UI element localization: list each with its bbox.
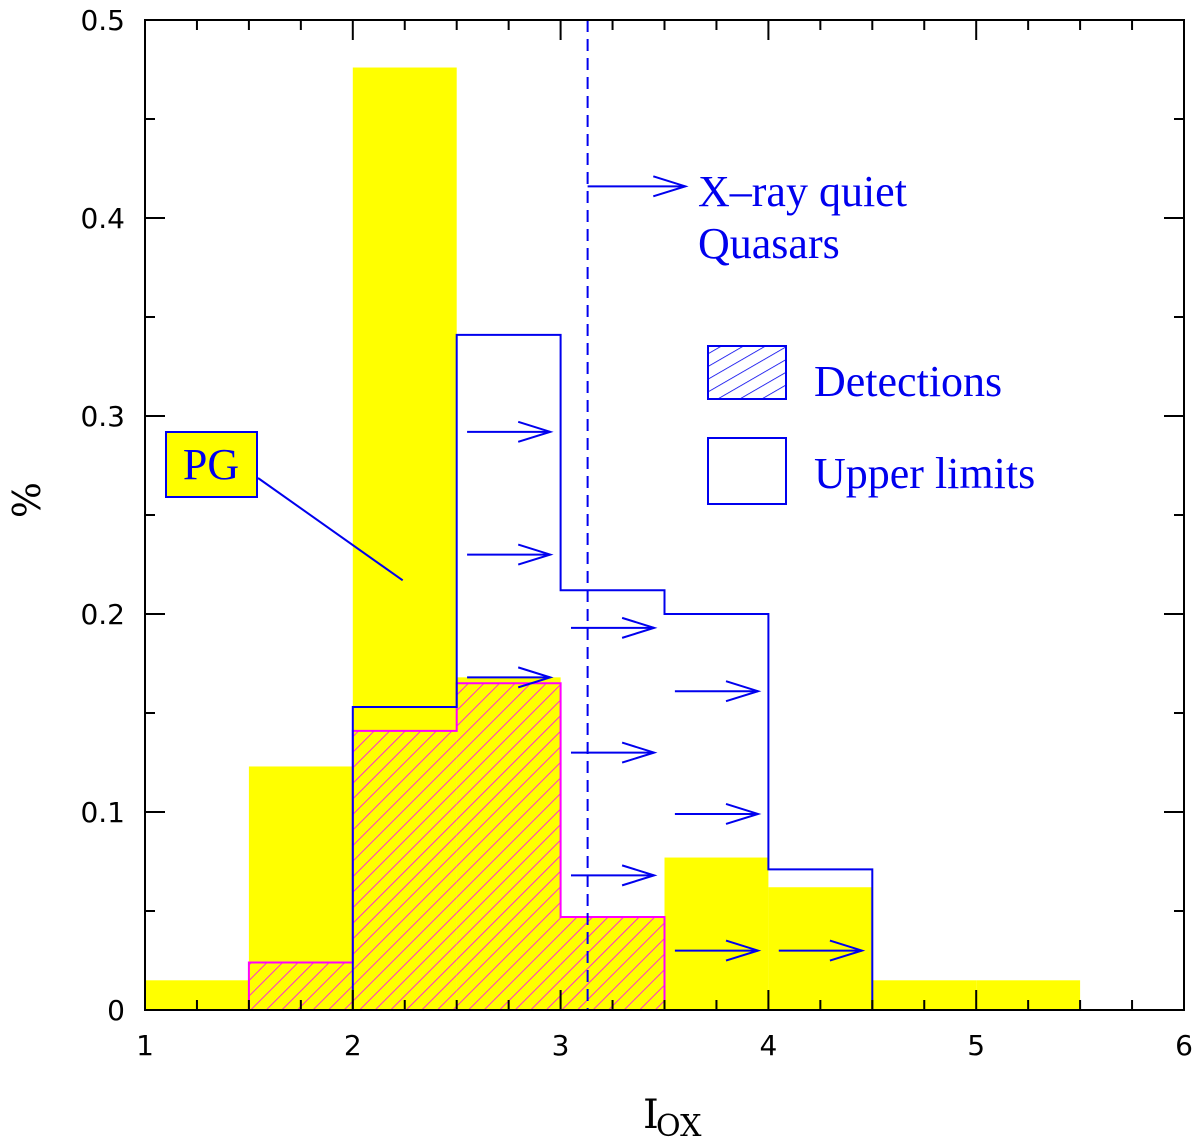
x-tick-label: 3 bbox=[552, 1029, 570, 1062]
pg-bars bbox=[145, 67, 1081, 1010]
pg-pointer-line bbox=[257, 477, 404, 582]
upper-limit-arrow-8 bbox=[674, 939, 762, 962]
y-axis-title: % bbox=[5, 482, 49, 518]
xray-quiet-label-line1: X–ray quiet bbox=[698, 167, 907, 216]
axes: 1 2 3 4 5 6 0 0.1 0.2 0.3 0.4 0.5 bbox=[80, 4, 1192, 1062]
upper-limit-arrow-0 bbox=[467, 420, 554, 443]
upper-limit-arrow-9 bbox=[778, 939, 866, 962]
upper-limit-arrow-3 bbox=[570, 616, 658, 639]
pg-annotation: PG bbox=[165, 431, 404, 582]
upper-limits-step bbox=[351, 333, 874, 1010]
upper-limit-arrows bbox=[467, 420, 866, 962]
x-tick-label: 5 bbox=[967, 1029, 985, 1062]
detections-bar-1 bbox=[352, 730, 457, 1010]
pg-label-box bbox=[165, 431, 258, 498]
detections-bars bbox=[247, 682, 666, 1010]
x-tick-label: 1 bbox=[136, 1029, 154, 1062]
legend-label-detections: Detections bbox=[814, 357, 1002, 406]
y-tick-label: 0.3 bbox=[80, 400, 125, 433]
y-tick-label: 0 bbox=[107, 994, 125, 1027]
pg-label: PG bbox=[183, 440, 239, 489]
legend-label-upper-limits: Upper limits bbox=[814, 449, 1035, 498]
y-tick-label: 0.4 bbox=[80, 202, 125, 235]
x-axis-title-subscript: OX bbox=[656, 1109, 702, 1142]
x-axis-title: I OX bbox=[643, 1092, 702, 1142]
x-tick-label: 2 bbox=[344, 1029, 362, 1062]
legend: Detections Upper limits bbox=[707, 345, 1035, 505]
pg-bar-5 bbox=[664, 857, 769, 1010]
upper-limit-arrow-7 bbox=[674, 803, 762, 825]
detections-bar-2 bbox=[456, 683, 561, 1010]
upper-limits-outline bbox=[351, 333, 874, 1010]
y-tick-label: 0.2 bbox=[80, 598, 125, 631]
upper-limit-arrow-5 bbox=[570, 864, 658, 887]
x-axis-title-main: I bbox=[643, 1092, 659, 1138]
upper-limit-arrow-4 bbox=[570, 741, 658, 764]
y-tick-label: 0.5 bbox=[80, 4, 125, 37]
upper-limit-arrow-2 bbox=[467, 666, 554, 689]
upper-limit-arrow-6 bbox=[674, 680, 762, 703]
xray-quiet-threshold bbox=[586, 20, 689, 1010]
x-tick-label: 4 bbox=[759, 1029, 777, 1062]
legend-swatch-upper-limits bbox=[707, 437, 787, 505]
legend-swatch-detections bbox=[707, 345, 787, 400]
xray-quiet-label-line2: Quasars bbox=[698, 219, 840, 268]
x-tick-label: 6 bbox=[1175, 1029, 1193, 1062]
upper-limit-arrow-1 bbox=[467, 543, 554, 566]
threshold-arrow bbox=[587, 175, 689, 198]
detections-bar-3 bbox=[560, 916, 665, 1010]
y-tick-label: 0.1 bbox=[80, 796, 125, 829]
